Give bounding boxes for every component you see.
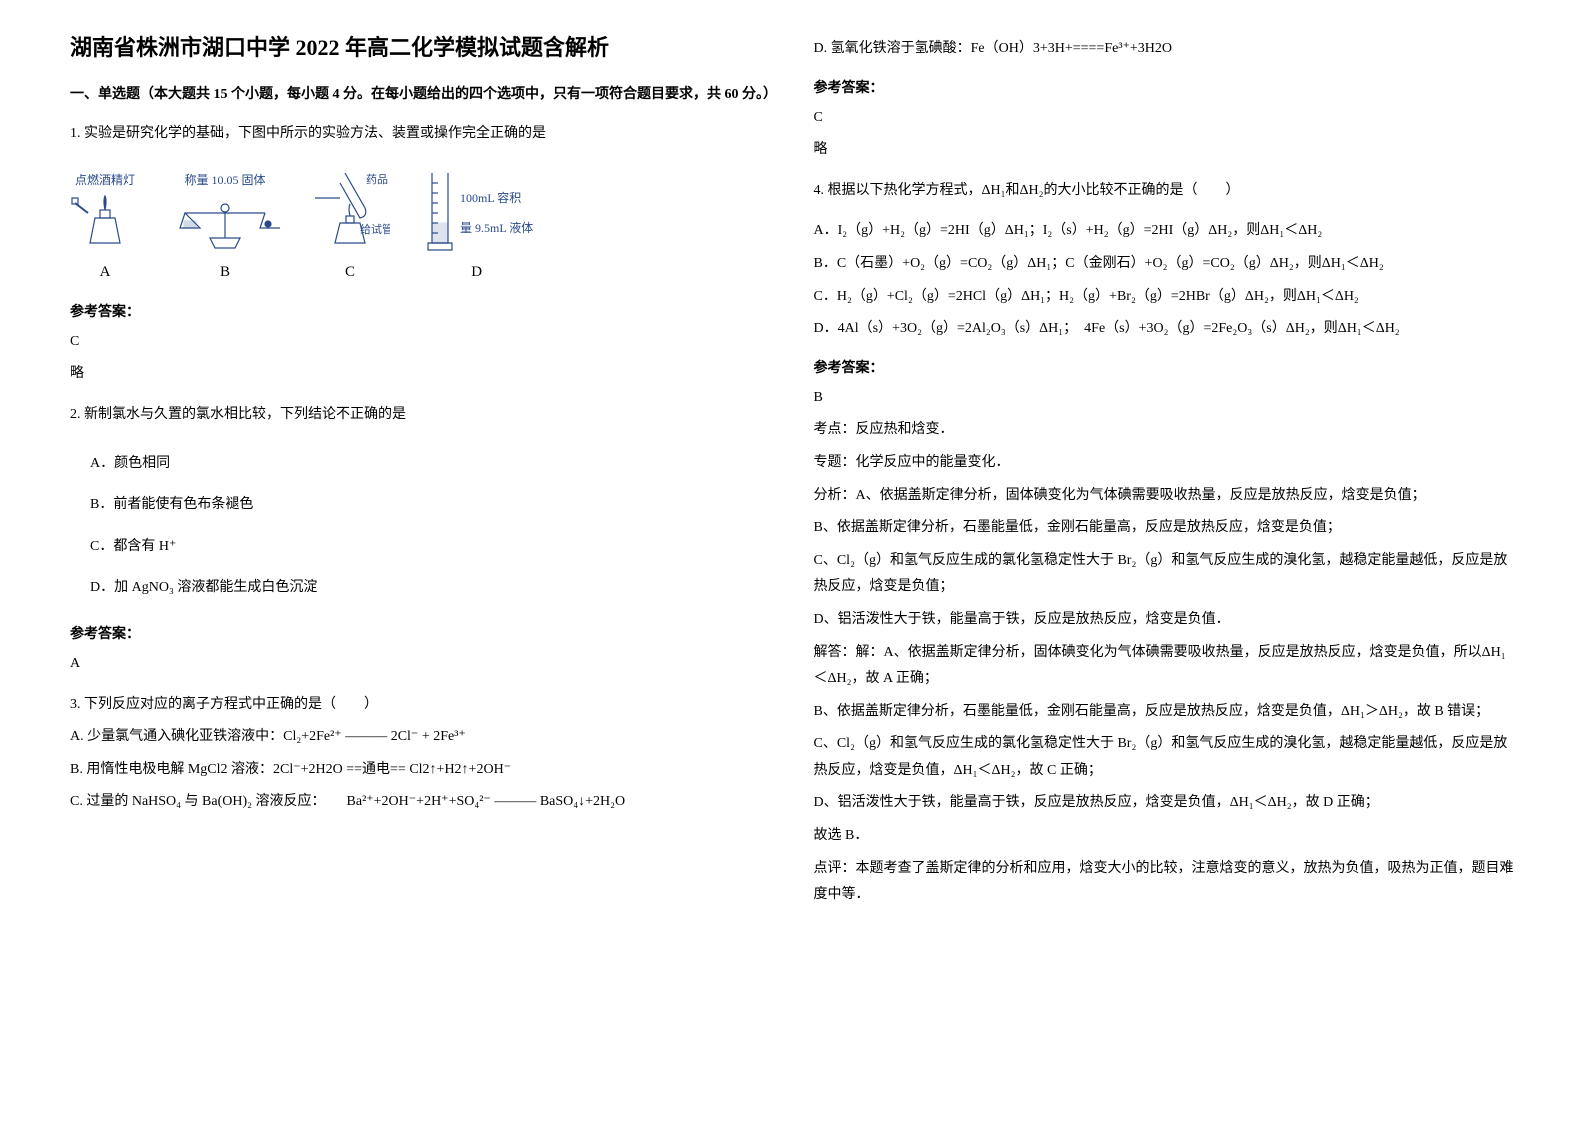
- q1-answer: C: [70, 329, 774, 356]
- q4-jieda1: 解答：解：A、依据盖斯定律分析，固体碘变化为气体碘需要吸收热量，反应是放热反应，…: [814, 640, 1518, 693]
- q2-options-2: C．都含有 H⁺ D．加 AgNO₃ 溶液都能生成白色沉淀: [70, 526, 774, 609]
- fig-c-top-text: 药品: [366, 173, 388, 186]
- fig-d-text1: 100mL 容积: [460, 183, 533, 213]
- q3-stem: 3. 下列反应对应的离子方程式中正确的是（ ）: [70, 692, 774, 719]
- fig-b: 称量 10.05 固体 B: [170, 171, 280, 281]
- q2-optB: B．前者能使有色布条褪色: [90, 488, 371, 522]
- balance-icon: [170, 188, 280, 258]
- q4-optC: C．H₂（g）+Cl₂（g）=2HCl（g）ΔH₁；H₂（g）+Br₂（g）=2…: [814, 284, 1518, 311]
- fig-c: 药品 给试管加热 C: [310, 168, 390, 281]
- q4-jieda2: B、依据盖斯定律分析，石墨能量低，金刚石能量高，反应是放热反应，焓变是负值，ΔH…: [814, 699, 1518, 726]
- fig-a-caption: 点燃酒精灯: [75, 171, 135, 188]
- q2-optA: A．颜色相同: [90, 447, 512, 481]
- heating-tube-icon: 药品 给试管加热: [310, 168, 390, 258]
- section-heading: 一、单选题（本大题共 15 个小题，每小题 4 分。在每小题给出的四个选项中，只…: [70, 82, 774, 107]
- q3-answer-header: 参考答案：: [814, 77, 1518, 97]
- q2-answer-header: 参考答案：: [70, 623, 774, 643]
- fig-b-label: B: [220, 264, 230, 281]
- q4-optA: A．I₂（g）+H₂（g）=2HI（g）ΔH₁；I₂（s）+H₂（g）=2HI（…: [814, 218, 1518, 245]
- q4-optD: D．4Al（s）+3O₂（g）=2Al₂O₃（s）ΔH₁； 4Fe（s）+3O₂…: [814, 316, 1518, 343]
- q4-fenxi3: C、Cl₂（g）和氢气反应生成的氯化氢稳定性大于 Br₂（g）和氢气反应生成的溴…: [814, 548, 1518, 601]
- fig-c-label: C: [345, 264, 355, 281]
- q4-answer: B: [814, 385, 1518, 412]
- fig-b-caption: 称量 10.05 固体: [184, 171, 265, 188]
- q4-stem: 4. 根据以下热化学方程式，ΔH₁和ΔH₂的大小比较不正确的是（ ）: [814, 178, 1518, 205]
- q3-optC: C. 过量的 NaHSO₄ 与 Ba(OH)₂ 溶液反应： Ba²⁺+2OH⁻+…: [70, 789, 774, 816]
- q2-options: A．颜色相同 B．前者能使有色布条褪色: [70, 443, 774, 526]
- q4-dianping: 点评：本题考查了盖斯定律的分析和应用，焓变大小的比较，注意焓变的意义，放热为负值…: [814, 856, 1518, 909]
- q4-jieda4: D、铝活泼性大于铁，能量高于铁，反应是放热反应，焓变是负值，ΔH₁＜ΔH₂，故 …: [814, 790, 1518, 817]
- fig-a: 点燃酒精灯 A: [70, 171, 140, 281]
- fig-d-label: D: [471, 264, 482, 281]
- q1-answer-header: 参考答案：: [70, 301, 774, 321]
- fig-d-text2: 量 9.5mL 液体: [460, 213, 533, 243]
- q2-answer: A: [70, 651, 774, 678]
- q3-optA: A. 少量氯气通入碘化亚铁溶液中：Cl₂+2Fe²⁺ ——— 2Cl⁻ + 2F…: [70, 724, 774, 751]
- q1-note: 略: [70, 361, 774, 388]
- q3-note: 略: [814, 137, 1518, 164]
- q4-zhuanti: 专题：化学反应中的能量变化．: [814, 450, 1518, 477]
- q2-stem: 2. 新制氯水与久置的氯水相比较，下列结论不正确的是: [70, 402, 774, 429]
- alcohol-lamp-icon: [70, 188, 140, 258]
- graduated-cylinder-icon: [420, 168, 460, 258]
- q4-gusuan: 故选 B．: [814, 823, 1518, 850]
- q3-answer: C: [814, 105, 1518, 132]
- q4-answer-header: 参考答案：: [814, 357, 1518, 377]
- exam-page: 湖南省株洲市湖口中学 2022 年高二化学模拟试题含解析 一、单选题（本大题共 …: [0, 0, 1587, 1122]
- q2-optC: C．都含有 H⁺: [90, 530, 512, 564]
- fig-d: 100mL 容积 量 9.5mL 液体 D: [420, 168, 533, 281]
- q4-fenxi1: 分析：A、依据盖斯定律分析，固体碘变化为气体碘需要吸收热量，反应是放热反应，焓变…: [814, 483, 1518, 510]
- q4-optB: B．C（石墨）+O₂（g）=CO₂（g）ΔH₁；C（金刚石）+O₂（g）=CO₂…: [814, 251, 1518, 278]
- q1-figures: 点燃酒精灯 A 称量 10.05 固体: [70, 168, 774, 281]
- q4-kaodian: 考点：反应热和焓变．: [814, 417, 1518, 444]
- q4-fenxi4: D、铝活泼性大于铁，能量高于铁，反应是放热反应，焓变是负值．: [814, 607, 1518, 634]
- left-column: 湖南省株洲市湖口中学 2022 年高二化学模拟试题含解析 一、单选题（本大题共 …: [50, 30, 794, 1092]
- right-column: D. 氢氧化铁溶于氢碘酸：Fe（OH）3+3H+====Fe³⁺+3H2O 参考…: [794, 30, 1538, 1092]
- q4-fenxi2: B、依据盖斯定律分析，石墨能量低，金刚石能量高，反应是放热反应，焓变是负值；: [814, 515, 1518, 542]
- fig-a-label: A: [100, 264, 111, 281]
- q4-jieda3: C、Cl₂（g）和氢气反应生成的氯化氢稳定性大于 Br₂（g）和氢气反应生成的溴…: [814, 731, 1518, 784]
- fig-c-bot-text: 给试管加热: [360, 222, 390, 236]
- q3-optD: D. 氢氧化铁溶于氢碘酸：Fe（OH）3+3H+====Fe³⁺+3H2O: [814, 36, 1518, 63]
- q2-optD: D．加 AgNO₃ 溶液都能生成白色沉淀: [90, 571, 371, 605]
- q3-optB: B. 用惰性电极电解 MgCl2 溶液：2Cl⁻+2H2O ==通电== Cl2…: [70, 757, 774, 784]
- q1-stem: 1. 实验是研究化学的基础，下图中所示的实验方法、装置或操作完全正确的是: [70, 121, 774, 148]
- page-title: 湖南省株洲市湖口中学 2022 年高二化学模拟试题含解析: [70, 30, 774, 62]
